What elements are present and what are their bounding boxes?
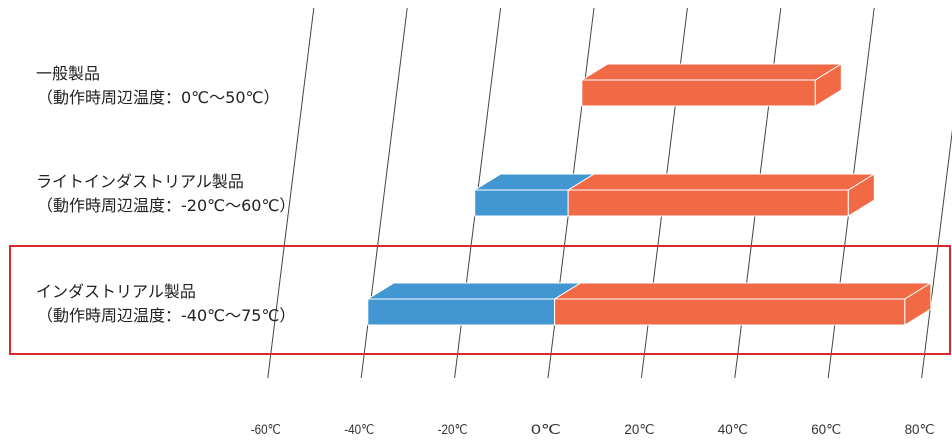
bar-segment-above-zero-side xyxy=(847,173,875,217)
bars xyxy=(366,63,933,326)
category-temperature-note: （動作時周辺温度：-20℃～60℃） xyxy=(37,196,296,215)
bar-segment-above-zero-side xyxy=(904,282,932,326)
x-tick-label: 80℃ xyxy=(905,421,935,437)
x-axis-ticks: -60℃ -40℃ -20℃ 0℃ 20℃ 40℃ 60℃ 80℃ xyxy=(251,421,935,437)
grid-line xyxy=(921,129,952,379)
grid-line xyxy=(267,7,315,379)
category-name: インダストリアル製品 xyxy=(36,282,196,301)
category-temperature-note: （動作時周辺温度：0℃～50℃） xyxy=(37,88,280,107)
bar-segment-above-zero xyxy=(552,282,933,326)
x-tick-label: 60℃ xyxy=(811,421,841,437)
category-name: ライトインダストリアル製品 xyxy=(36,172,244,191)
category-label-light-industrial: ライトインダストリアル製品 （動作時周辺温度：-20℃～60℃） xyxy=(36,170,295,218)
x-tick-label: -60℃ xyxy=(251,421,281,437)
bar-segment-above-zero-front xyxy=(581,79,816,107)
bar-segment-above-zero xyxy=(580,63,844,107)
x-tick-label: 20℃ xyxy=(624,421,654,437)
category-temperature-note: （動作時周辺温度：-40℃～75℃） xyxy=(37,306,296,325)
x-tick-label: 0℃ xyxy=(531,421,561,437)
bar-segment-above-zero-side xyxy=(814,63,842,107)
bar-segment-above-zero-top xyxy=(580,63,844,81)
bar-segment-below-zero-front xyxy=(474,189,569,217)
category-label-industrial: インダストリアル製品 （動作時周辺温度：-40℃～75℃） xyxy=(36,280,295,328)
highlight-box-industrial xyxy=(9,245,951,355)
bar-segment-above-zero xyxy=(566,173,877,217)
category-label-general: 一般製品 （動作時周辺温度：0℃～50℃） xyxy=(36,62,279,110)
bar-segment-above-zero-top xyxy=(566,173,877,191)
bar-segment-above-zero-front xyxy=(567,189,849,217)
x-tick-label: 40℃ xyxy=(718,421,748,437)
x-tick-label: -40℃ xyxy=(344,421,374,437)
x-tick-label: -20℃ xyxy=(438,421,468,437)
category-name: 一般製品 xyxy=(36,64,101,83)
